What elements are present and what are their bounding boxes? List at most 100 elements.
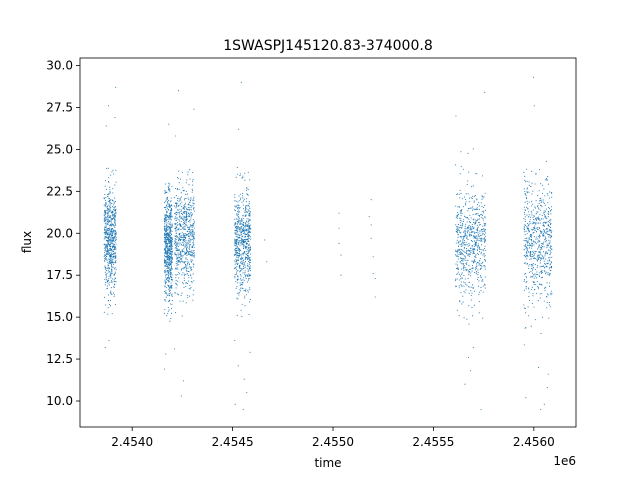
data-point (244, 228, 246, 230)
data-point (467, 180, 469, 182)
axes-layer: 2.4540 2.4545 2.4550 2.4555 2.456010.012.515… (46, 59, 555, 449)
data-point (549, 256, 551, 258)
data-point (471, 260, 473, 262)
data-point (244, 276, 246, 278)
data-point (476, 262, 478, 264)
data-point (462, 221, 464, 223)
y-tick-label: 10.0 (46, 394, 73, 408)
data-point (239, 197, 241, 199)
data-point (477, 218, 479, 220)
data-point (113, 204, 115, 206)
data-point (550, 209, 553, 211)
data-point (170, 317, 172, 320)
data-point (478, 218, 481, 220)
data-point (455, 217, 457, 219)
data-point (106, 267, 108, 270)
data-point (240, 262, 242, 264)
data-point (190, 205, 192, 207)
data-point (244, 266, 246, 268)
data-point (239, 175, 241, 177)
data-point (115, 208, 117, 210)
data-point (187, 251, 189, 253)
data-point (114, 224, 116, 226)
data-point (236, 314, 238, 316)
data-point (480, 239, 483, 241)
data-point (171, 241, 173, 243)
data-point (460, 215, 462, 217)
data-point (250, 253, 252, 255)
data-point (169, 274, 171, 276)
data-point (170, 242, 172, 244)
data-point (112, 292, 114, 294)
data-point (187, 296, 189, 299)
data-point (111, 206, 114, 208)
data-point (110, 255, 112, 257)
data-point (176, 284, 178, 286)
data-point (168, 231, 170, 234)
data-point (456, 261, 458, 263)
data-point (174, 292, 176, 294)
data-point (235, 261, 237, 263)
data-point (170, 279, 172, 281)
data-point-outlier (163, 368, 165, 370)
data-point (463, 265, 466, 267)
data-point (164, 191, 166, 193)
data-point (109, 220, 111, 222)
data-point (242, 195, 244, 197)
data-point (171, 230, 173, 232)
data-point (180, 244, 182, 246)
data-point (189, 245, 191, 248)
data-point (546, 227, 548, 229)
data-point (533, 215, 535, 217)
data-point (235, 206, 237, 208)
data-point (474, 259, 476, 261)
data-point (539, 197, 541, 199)
data-point (528, 268, 530, 270)
data-point (543, 235, 545, 237)
data-point (186, 210, 188, 213)
data-point (539, 275, 541, 278)
data-point (107, 307, 109, 309)
data-point (110, 240, 112, 242)
data-point (163, 290, 165, 293)
data-point (456, 273, 458, 275)
data-point (528, 181, 530, 183)
data-point (168, 253, 170, 255)
data-point (457, 258, 459, 260)
data-point (192, 273, 194, 275)
data-point (167, 234, 169, 236)
data-point (456, 230, 459, 232)
data-point (170, 252, 172, 254)
data-point (238, 251, 240, 253)
data-point (241, 282, 243, 284)
data-point (543, 229, 545, 231)
data-point (470, 232, 472, 234)
data-point (105, 304, 107, 306)
data-point (551, 192, 553, 194)
data-point (532, 281, 535, 283)
data-point (531, 170, 533, 172)
data-point-outlier (467, 356, 470, 358)
data-point (165, 265, 167, 267)
data-point (470, 294, 472, 296)
data-point (540, 204, 542, 206)
data-point (244, 214, 246, 216)
data-point (249, 207, 251, 210)
data-point (109, 189, 111, 191)
data-point (248, 234, 250, 236)
data-point (107, 313, 109, 315)
data-point (236, 220, 238, 222)
data-point (548, 250, 550, 252)
data-point (165, 204, 167, 206)
data-point (523, 225, 525, 227)
data-point (546, 302, 548, 304)
data-point (245, 238, 247, 240)
data-point (484, 238, 486, 240)
data-point (237, 276, 239, 278)
data-point (115, 181, 117, 183)
data-point (249, 298, 251, 301)
data-point (523, 262, 525, 264)
data-point (528, 216, 530, 218)
data-point (455, 285, 457, 287)
data-point (178, 237, 180, 239)
